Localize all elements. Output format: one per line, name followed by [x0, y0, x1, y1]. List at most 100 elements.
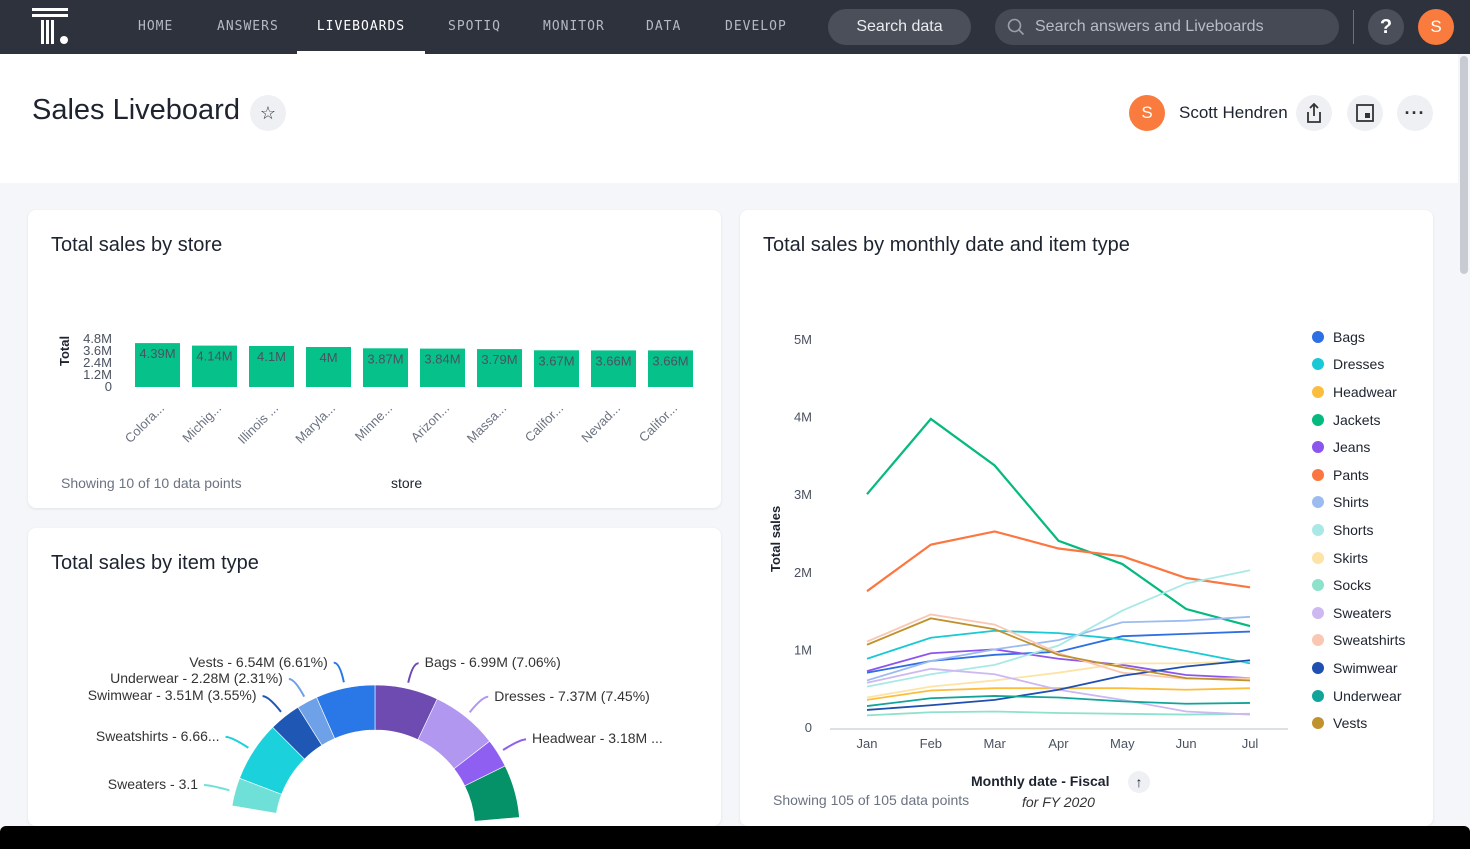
donut-slice	[464, 765, 520, 822]
legend-dot-icon	[1312, 468, 1324, 481]
legend-item[interactable]: Vests	[1312, 709, 1405, 737]
legend-label: Sweaters	[1333, 604, 1392, 621]
legend-dot-icon	[1312, 496, 1324, 509]
x-tick-label: Colora...	[122, 401, 167, 446]
nav-home[interactable]: HOME	[138, 19, 174, 34]
legend-item[interactable]: Sweatshirts	[1312, 627, 1405, 655]
bar-value-label: 3.87M	[367, 351, 403, 366]
slice-label: Sweaters - 3.1	[107, 776, 199, 793]
slice-label: Underwear - 2.28M (2.31%)	[110, 669, 283, 686]
series-line-underwear	[866, 695, 1251, 707]
present-icon	[1356, 104, 1374, 122]
author-name: Scott Hendren	[1179, 103, 1288, 122]
bar	[477, 349, 522, 387]
legend-item[interactable]: Underwear	[1312, 682, 1405, 710]
series-line-vests	[866, 617, 1251, 682]
leader-line	[502, 738, 527, 751]
legend-item[interactable]: Pants	[1312, 461, 1405, 489]
legend-item[interactable]: Headwear	[1312, 378, 1405, 406]
bar-value-label: 3.66M	[652, 353, 688, 368]
card-sales-by-month[interactable]: Total sales by monthly date and item typ…	[740, 210, 1433, 826]
bar-value-label: 3.79M	[481, 352, 517, 367]
legend-item[interactable]: Swimwear	[1312, 654, 1405, 682]
bottom-bar	[0, 826, 1470, 849]
leader-line	[288, 677, 306, 698]
page-scrollbar[interactable]	[1460, 56, 1468, 274]
logo-icon[interactable]	[32, 8, 72, 46]
bar-value-label: 4.14M	[196, 349, 232, 364]
x-tick-label: Califor...	[636, 401, 680, 445]
sort-arrow-up-icon[interactable]: ↑	[1128, 771, 1150, 793]
card-sales-by-store[interactable]: Total sales by store Total 4.8M 3.6M 2.4M 1…	[28, 210, 721, 508]
donut-slice	[231, 777, 282, 814]
legend-item[interactable]: Jeans	[1312, 433, 1405, 461]
x-axis-label: Monthly date - Fiscal	[971, 773, 1110, 789]
slice-label: Vests - 6.54M (6.61%)	[189, 653, 328, 670]
legend-item[interactable]: Socks	[1312, 571, 1405, 599]
card-sales-by-item-type[interactable]: Total sales by item type Bags - 6.99M (7…	[28, 528, 721, 826]
y-tick-label: 5M	[794, 332, 812, 347]
chart-title: Total sales by item type	[51, 552, 259, 574]
nav-liveboards[interactable]: LIVEBOARDS	[297, 0, 425, 54]
legend-label: Bags	[1333, 328, 1365, 345]
x-tick-label: May	[1110, 736, 1135, 751]
legend-dot-icon	[1312, 661, 1324, 674]
search-input[interactable]: Search answers and Liveboards	[995, 9, 1339, 45]
line-chart: Total sales 5M 4M 3M 2M 1M 0 Jan Feb Mar Apr May Ju…	[768, 332, 1288, 751]
y-tick-label: 3M	[794, 487, 812, 502]
legend-item[interactable]: Sweaters	[1312, 599, 1405, 627]
legend-dot-icon	[1312, 579, 1324, 592]
slice-label: Dresses - 7.37M (7.45%)	[494, 687, 650, 704]
legend-item[interactable]: Jackets	[1312, 406, 1405, 434]
legend-label: Dresses	[1333, 356, 1385, 373]
legend-dot-icon	[1312, 441, 1324, 454]
help-button[interactable]: ?	[1368, 9, 1404, 45]
bar-value-label: 4.1M	[257, 349, 286, 364]
share-icon	[1307, 103, 1321, 123]
donut-chart	[203, 661, 527, 822]
slice-label: Swimwear - 3.51M (3.55%)	[87, 687, 257, 704]
x-tick-label: Feb	[920, 736, 942, 751]
legend-item[interactable]: Bags	[1312, 323, 1405, 351]
x-tick-label: Arizon...	[408, 401, 452, 445]
more-options-button[interactable]: ···	[1397, 95, 1433, 131]
share-button[interactable]	[1296, 95, 1332, 131]
legend-item[interactable]: Shirts	[1312, 489, 1405, 517]
legend-dot-icon	[1312, 385, 1324, 398]
slice-label: Headwear - 3.18M ...	[532, 730, 663, 747]
data-points-footer: Showing 105 of 105 data points	[773, 792, 970, 808]
legend-dot-icon	[1312, 634, 1324, 647]
chart-title: Total sales by monthly date and item typ…	[763, 234, 1130, 256]
x-axis-sublabel: for FY 2020	[1022, 794, 1095, 810]
legend-label: Skirts	[1333, 549, 1368, 566]
legend-dot-icon	[1312, 689, 1324, 702]
legend-label: Socks	[1333, 577, 1372, 594]
legend-item[interactable]: Dresses	[1312, 351, 1405, 379]
search-data-button[interactable]: Search data	[828, 9, 971, 45]
bar-value-label: 4M	[319, 350, 337, 365]
nav-develop[interactable]: DEVELOP	[725, 19, 787, 34]
nav-spotiq[interactable]: SPOTIQ	[448, 19, 501, 34]
y-tick-label: 0	[805, 720, 812, 735]
page-title: Sales Liveboard	[32, 94, 240, 126]
user-avatar[interactable]: S	[1418, 9, 1454, 45]
nav-answers[interactable]: ANSWERS	[217, 19, 279, 34]
favorite-button[interactable]: ☆	[250, 95, 286, 131]
star-icon: ☆	[259, 102, 277, 123]
series-line-socks	[866, 710, 1251, 717]
legend-label: Underwear	[1333, 687, 1402, 704]
donut-slice	[297, 696, 336, 746]
nav-monitor[interactable]: MONITOR	[543, 19, 605, 34]
bar-value-label: 4.39M	[139, 346, 175, 361]
legend-item[interactable]: Shorts	[1312, 516, 1405, 544]
present-button[interactable]	[1347, 95, 1383, 131]
x-tick-label: Jun	[1176, 736, 1197, 751]
legend-item[interactable]: Skirts	[1312, 544, 1405, 572]
legend-dot-icon	[1312, 717, 1324, 730]
x-axis-label: store	[391, 475, 423, 491]
data-points-footer: Showing 10 of 10 data points	[61, 475, 242, 491]
liveboard-header: Sales Liveboard ☆ S Scott Hendren ···	[0, 54, 1458, 183]
leader-line	[407, 662, 419, 683]
nav-data[interactable]: DATA	[646, 19, 682, 34]
y-tick-label: 1.2M	[83, 367, 112, 382]
